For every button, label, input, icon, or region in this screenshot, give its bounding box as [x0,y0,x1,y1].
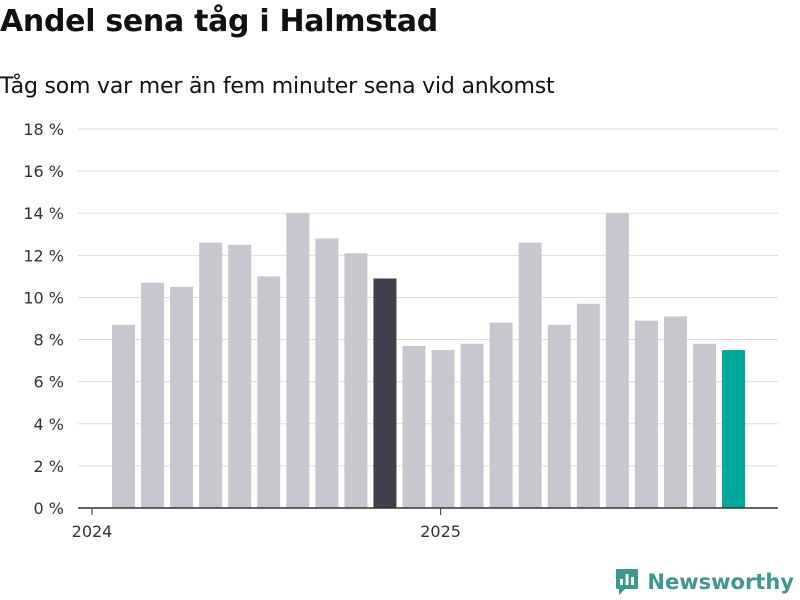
y-tick-label: 0 % [34,499,64,518]
bar [373,278,397,508]
chart-subtitle: Tåg som var mer än fem minuter sena vid … [0,74,555,99]
brand-name: Newsworthy [647,570,794,594]
y-tick-label: 2 % [34,457,64,476]
x-tick-label: 2024 [72,522,113,541]
bar [402,345,426,508]
bar [112,324,135,508]
x-tick-label: 2025 [420,522,461,541]
y-tick-label: 10 % [23,288,64,307]
y-tick-label: 4 % [34,415,64,434]
bar [634,320,658,508]
bar [199,242,223,508]
bar [315,238,339,508]
y-tick-label: 12 % [23,246,64,265]
y-tick-label: 8 % [34,331,64,350]
bar [663,316,687,508]
y-tick-label: 16 % [23,162,64,181]
bar [431,350,455,508]
y-tick-label: 18 % [23,120,64,139]
bar [170,286,194,508]
y-tick-label: 14 % [23,204,64,223]
brand: Newsworthy [615,568,794,596]
bar [344,253,368,508]
bar [286,213,310,508]
bar [460,343,484,508]
bar [576,303,600,508]
bar [257,276,281,508]
newsworthy-logo-icon [616,569,639,595]
bar [141,282,165,508]
bar [605,213,629,508]
bar [547,324,571,508]
chart-title: Andel sena tåg i Halmstad [0,4,438,39]
bar [489,322,513,508]
bar [722,350,746,508]
bar [228,244,252,509]
bar [518,242,542,508]
bar [693,343,716,508]
y-tick-label: 6 % [34,373,64,392]
